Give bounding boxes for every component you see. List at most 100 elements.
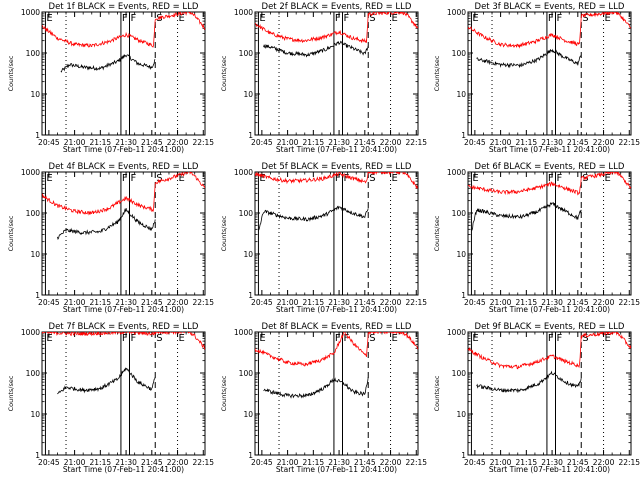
plot-frame [254,171,419,296]
events-series-line [258,205,369,231]
x-tick-label: 21:45 [354,458,376,467]
marker-label: E [179,13,185,24]
x-axis-label: Start Time (07-Feb-11 20:41:00) [63,305,184,314]
data-group [42,172,205,240]
chart-title: Det 4f BLACK = Events, RED = LLD [49,162,199,172]
x-axis-label: Start Time (07-Feb-11 20:41:00) [63,465,184,474]
marker-label: S [369,333,375,344]
marker-label: E [472,173,478,184]
chart-title: Det 1f BLACK = Events, RED = LLD [49,2,199,12]
events-series-line [476,48,582,69]
plot-frame [254,331,419,456]
y-tick-label: 10 [456,250,466,259]
x-tick-label: 22:00 [593,138,615,147]
y-tick-label: 100 [26,49,41,58]
y-tick-label: 1000 [447,328,466,337]
chart-title: Det 9f BLACK = Events, RED = LLD [475,322,625,332]
x-tick-label: 21:30 [328,298,350,307]
x-tick-label: 21:00 [490,138,512,147]
x-axis-label: Start Time (07-Feb-11 20:41:00) [489,465,610,474]
x-tick-label: 22:00 [380,138,402,147]
x-tick-label: 22:15 [192,298,214,307]
y-tick-label: 1000 [447,8,466,17]
x-tick-label: 22:00 [593,458,615,467]
marker-label: E [46,173,52,184]
marker-label: E [259,13,265,24]
x-axis-label: Start Time (07-Feb-11 20:41:00) [276,145,397,154]
y-tick-label: 1 [461,131,466,140]
marker-label: S [156,333,162,344]
x-tick-label: 22:15 [192,138,214,147]
marker-label: E [472,13,478,24]
data-group [468,172,631,231]
y-tick-label: 1000 [21,8,40,17]
x-tick-label: 21:30 [115,138,137,147]
marker-label: S [369,173,375,184]
marker-label: E [472,333,478,344]
marker-label: E [605,173,611,184]
chart-title: Det 6f BLACK = Events, RED = LLD [475,162,625,172]
x-tick-label: 21:45 [567,298,589,307]
lld-series-line [468,332,631,370]
y-tick-label: 1 [35,451,40,460]
marker-label: E [259,333,265,344]
chart-panel-5: Det 5f BLACK = Events, RED = LLD 1 10 100 10… [220,162,427,314]
x-tick-label: 22:00 [167,138,189,147]
x-tick-label: 22:15 [405,298,427,307]
marker-label: F [344,13,350,24]
x-tick-label: 21:30 [541,138,563,147]
x-tick-label: 22:00 [167,458,189,467]
x-tick-label: 21:15 [303,298,325,307]
marker-label: E [605,13,611,24]
x-tick-label: 21:15 [90,298,112,307]
y-tick-label: 10 [30,90,40,99]
x-tick-label: 21:45 [354,298,376,307]
y-tick-label: 10 [243,90,253,99]
x-axis-label: Start Time (07-Feb-11 20:41:00) [489,305,610,314]
marker-label: F [548,333,554,344]
lld-series-line [42,172,205,216]
events-series-line [57,208,156,240]
chart-panel-9: Det 9f BLACK = Events, RED = LLD 1 10 100 10… [433,322,640,474]
plot-frame [41,11,206,136]
chart-title: Det 7f BLACK = Events, RED = LLD [49,322,199,332]
marker-label: F [344,333,350,344]
y-tick-label: 100 [239,209,254,218]
x-tick-label: 22:15 [618,458,640,467]
x-tick-label: 22:00 [380,298,402,307]
plot-frame [41,331,206,456]
x-tick-label: 21:15 [516,138,538,147]
plot-frame [467,331,632,456]
x-tick-label: 21:30 [115,458,137,467]
marker-label: F [557,173,563,184]
y-tick-label: 1000 [21,328,40,337]
x-tick-label: 20:45 [251,298,273,307]
marker-label: E [392,333,398,344]
lld-series-line [255,12,418,44]
lld-series-line [255,172,418,190]
y-tick-label: 10 [243,410,253,419]
data-group [255,12,418,58]
x-tick-label: 21:45 [354,138,376,147]
x-tick-label: 22:15 [192,458,214,467]
y-tick-label: 100 [26,369,41,378]
y-tick-label: 1 [248,131,253,140]
x-tick-label: 20:45 [251,138,273,147]
lld-series-line [42,12,205,48]
events-series-line [57,367,156,395]
lld-series-line [468,172,631,196]
y-axis-label: Counts/sec [7,55,15,91]
events-series-line [60,53,156,73]
x-tick-label: 21:30 [328,138,350,147]
marker-label: E [46,333,52,344]
marker-label: E [46,13,52,24]
x-tick-label: 21:00 [64,298,86,307]
marker-label: F [122,333,128,344]
data-group [255,332,418,399]
x-tick-label: 20:45 [251,458,273,467]
x-tick-label: 21:00 [277,458,299,467]
y-tick-label: 100 [239,369,254,378]
x-tick-label: 21:45 [141,138,163,147]
y-tick-label: 1000 [21,168,40,177]
